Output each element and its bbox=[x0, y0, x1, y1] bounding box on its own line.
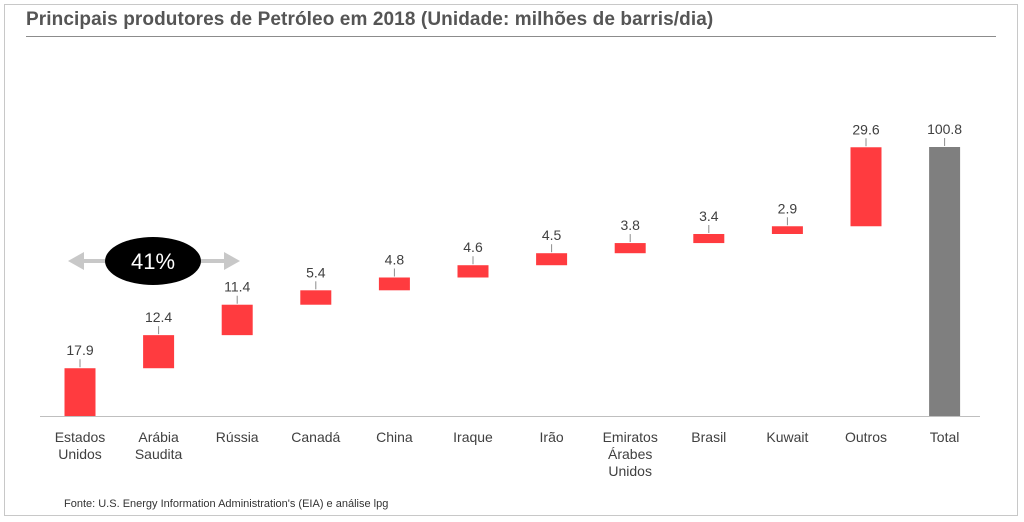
bar-1 bbox=[143, 335, 175, 369]
category-label-1-line-0: Arábia bbox=[138, 429, 179, 445]
category-label-0-line-0: Estados bbox=[55, 429, 106, 445]
value-label-2: 11.4 bbox=[224, 279, 250, 295]
title-divider bbox=[26, 36, 996, 37]
bar-11 bbox=[929, 147, 961, 416]
bar-0 bbox=[64, 368, 96, 416]
bar-2 bbox=[221, 304, 253, 336]
value-label-8: 3.4 bbox=[699, 208, 719, 224]
value-label-4: 4.8 bbox=[385, 251, 405, 267]
category-label-11: Total bbox=[930, 429, 960, 445]
chart-frame bbox=[4, 4, 1018, 516]
share-arrow-left-head bbox=[68, 252, 84, 270]
share-ellipse bbox=[105, 237, 201, 285]
category-label-2: Rússia bbox=[216, 429, 259, 445]
value-label-5: 4.6 bbox=[463, 239, 483, 255]
source-note: Fonte: U.S. Energy Information Administr… bbox=[64, 498, 389, 510]
chart-title: Principais produtores de Petróleo em 201… bbox=[26, 9, 714, 30]
category-label-4: China bbox=[376, 429, 413, 445]
category-label-9: Kuwait bbox=[766, 429, 808, 445]
value-label-9: 2.9 bbox=[778, 200, 798, 216]
bar-9 bbox=[771, 226, 803, 234]
bar-7 bbox=[614, 243, 646, 254]
bar-6 bbox=[536, 253, 568, 266]
category-label-5: Iraque bbox=[453, 429, 493, 445]
value-label-11: 100.8 bbox=[927, 121, 962, 137]
value-label-3: 5.4 bbox=[306, 264, 326, 280]
category-label-1-line-1: Saudita bbox=[135, 446, 183, 462]
value-label-6: 4.5 bbox=[542, 227, 562, 243]
category-label-10: Outros bbox=[845, 429, 887, 445]
bar-10 bbox=[850, 147, 882, 227]
value-label-10: 29.6 bbox=[852, 121, 879, 137]
bar-4 bbox=[378, 277, 410, 291]
value-label-1: 12.4 bbox=[145, 309, 172, 325]
bar-5 bbox=[457, 265, 489, 278]
bar-3 bbox=[300, 290, 332, 305]
value-label-0: 17.9 bbox=[66, 342, 93, 358]
share-arrow-right-head bbox=[224, 252, 240, 270]
category-label-0-line-1: Unidos bbox=[58, 446, 102, 462]
category-label-6: Irão bbox=[540, 429, 564, 445]
category-label-7-line-0: Emiratos bbox=[603, 429, 658, 445]
category-label-7-line-1: Árabes bbox=[608, 446, 652, 462]
share-percentage: 41% bbox=[131, 249, 175, 274]
bar-8 bbox=[693, 233, 725, 244]
category-label-7-line-2: Unidos bbox=[608, 463, 652, 479]
category-label-3: Canadá bbox=[291, 429, 340, 445]
category-label-8: Brasil bbox=[691, 429, 726, 445]
value-label-7: 3.8 bbox=[620, 217, 640, 233]
